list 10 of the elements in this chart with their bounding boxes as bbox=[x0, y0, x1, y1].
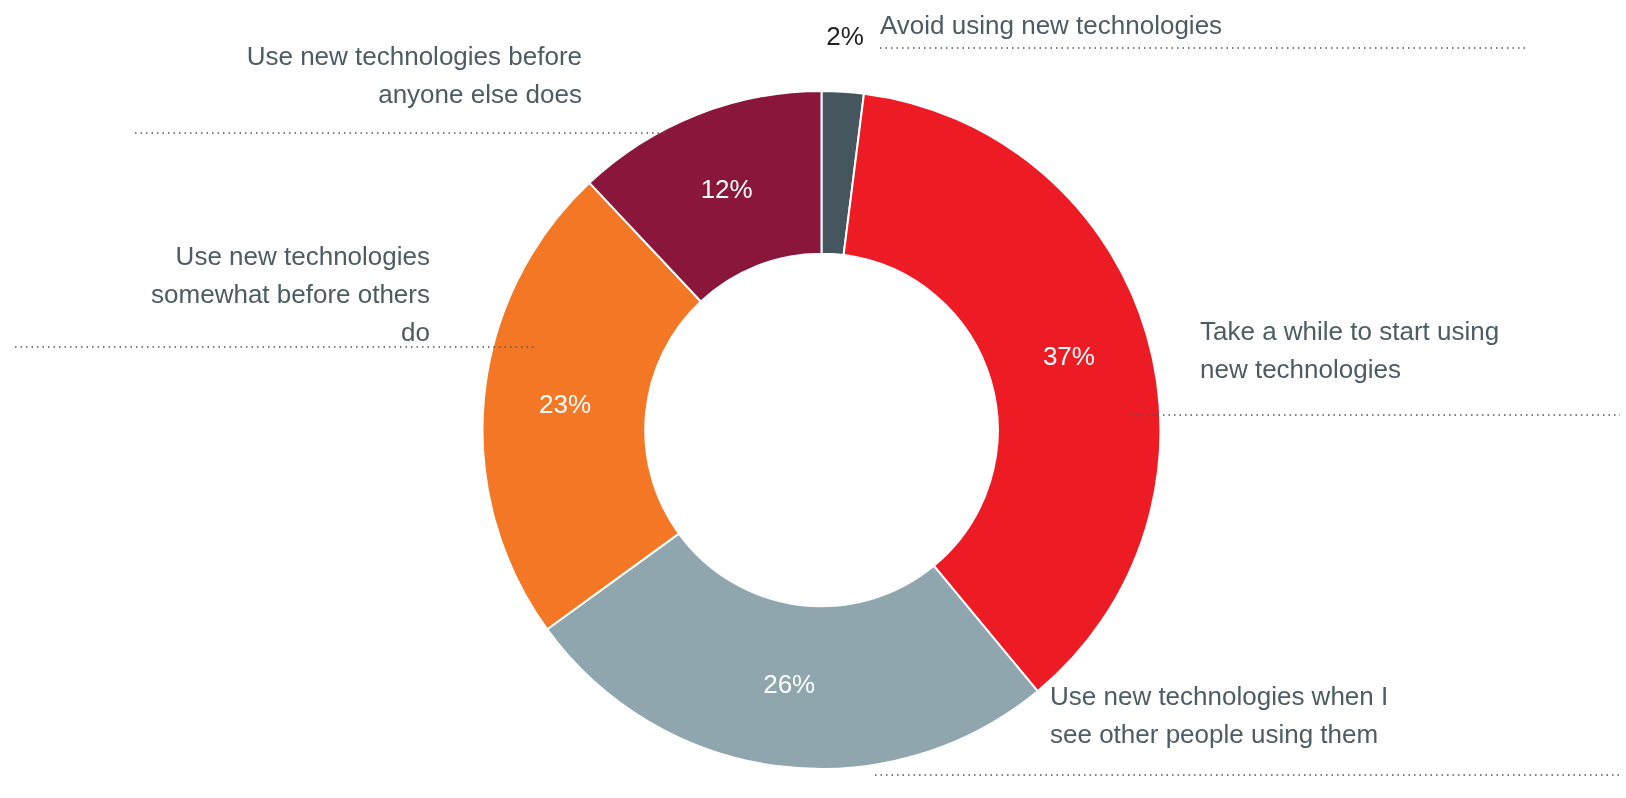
slice-label: Use new technologies before anyone else does bbox=[246, 41, 582, 109]
data-label: 12% bbox=[700, 173, 753, 204]
data-label: 23% bbox=[538, 388, 592, 419]
slice-label: Take a while to start using new technologies bbox=[1200, 316, 1500, 384]
slice-label: Avoid using new technologies bbox=[880, 10, 1223, 40]
data-label: 26% bbox=[763, 668, 816, 699]
data-label: 37% bbox=[1042, 341, 1095, 372]
data-label: 2% bbox=[826, 21, 864, 52]
slice-label: Use new technologies when I see other people using them bbox=[1050, 681, 1389, 749]
slice-label: Use new technologies somewhat before others do bbox=[151, 241, 430, 347]
